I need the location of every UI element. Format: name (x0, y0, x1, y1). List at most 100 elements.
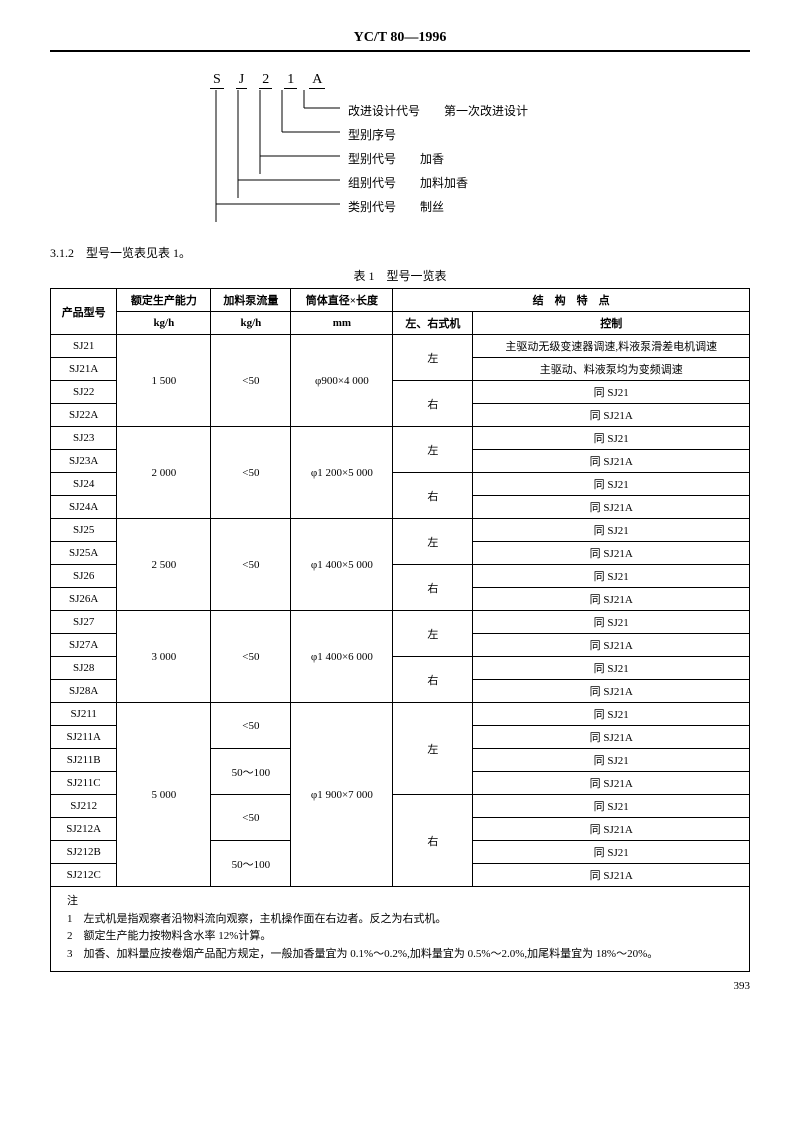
th-flow: 加料泵流量 (211, 289, 291, 312)
cell: SJ25 (51, 519, 117, 542)
cell: 50～100 (211, 841, 291, 887)
cell: SJ22 (51, 381, 117, 404)
cell: SJ28A (51, 680, 117, 703)
cell: SJ212 (51, 795, 117, 818)
table-title: 表 1 型号一览表 (50, 267, 750, 284)
page-number: 393 (50, 980, 750, 992)
diagram-label: 改进设计代号 第一次改进设计 (348, 102, 528, 119)
cell: 左 (393, 703, 473, 795)
cell: <50 (211, 611, 291, 703)
th-flow-u: kg/h (211, 312, 291, 335)
cell: 同 SJ21 (473, 611, 750, 634)
code-letter: 1 (284, 72, 297, 89)
cell: SJ26 (51, 565, 117, 588)
table-row: SJ2115 000<50φ1 900×7 000左同 SJ21 (51, 703, 750, 726)
cell: 主驱动无级变速器调速,料液泵滑差电机调速 (473, 335, 750, 358)
cell: 主驱动、料液泵均为变频调速 (473, 358, 750, 381)
cell: 同 SJ21 (473, 565, 750, 588)
cell: 2 500 (117, 519, 211, 611)
cell: SJ211 (51, 703, 117, 726)
cell: 左 (393, 427, 473, 473)
cell: 同 SJ21A (473, 496, 750, 519)
cell: 1 500 (117, 335, 211, 427)
code-letter: A (309, 72, 325, 89)
cell: SJ23 (51, 427, 117, 450)
section-text: 3.1.2 型号一览表见表 1。 (50, 244, 750, 261)
cell: 3 000 (117, 611, 211, 703)
doc-header: YC/T 80—1996 (50, 30, 750, 52)
cell: 5 000 (117, 703, 211, 887)
cell: 50～100 (211, 749, 291, 795)
cell: <50 (211, 427, 291, 519)
cell: SJ211C (51, 772, 117, 795)
cell: 同 SJ21A (473, 404, 750, 427)
cell: 同 SJ21 (473, 749, 750, 772)
cell: 同 SJ21A (473, 634, 750, 657)
cell: 同 SJ21A (473, 772, 750, 795)
table-row: SJ211 500<50φ900×4 000左主驱动无级变速器调速,料液泵滑差电… (51, 335, 750, 358)
cell: φ1 400×5 000 (291, 519, 393, 611)
cell: 左 (393, 335, 473, 381)
diagram-label: 型别序号 (348, 126, 396, 143)
code-diagram: SJ21A 改进设计代号 第一次改进设计型别序号型别代号 加香组别代号 加料加香… (210, 72, 750, 232)
cell: 同 SJ21 (473, 841, 750, 864)
cell: <50 (211, 703, 291, 749)
cell: 同 SJ21A (473, 542, 750, 565)
model-table: 产品型号 额定生产能力 加料泵流量 筒体直径×长度 结 构 特 点 kg/h k… (50, 288, 750, 887)
th-struct: 结 构 特 点 (393, 289, 750, 312)
cell: 右 (393, 381, 473, 427)
th-cap-u: kg/h (117, 312, 211, 335)
cell: SJ28 (51, 657, 117, 680)
th-model: 产品型号 (51, 289, 117, 335)
cell: 左 (393, 519, 473, 565)
cell: 同 SJ21 (473, 795, 750, 818)
diagram-label: 组别代号 加料加香 (348, 174, 468, 191)
notes-title: 注 (67, 893, 739, 911)
cell: SJ211A (51, 726, 117, 749)
cell: SJ23A (51, 450, 117, 473)
notes-box: 注 1 左式机是指观察者沿物料流向观察，主机操作面在右边者。反之为右式机。2 额… (50, 887, 750, 972)
cell: 同 SJ21 (473, 657, 750, 680)
code-letter: 2 (259, 72, 272, 89)
table-row: SJ252 500<50φ1 400×5 000左同 SJ21 (51, 519, 750, 542)
cell: 同 SJ21A (473, 864, 750, 887)
cell: SJ212A (51, 818, 117, 841)
note-item: 3 加香、加料量应按卷烟产品配方规定，一般加香量宜为 0.1%～0.2%,加料量… (79, 946, 739, 964)
diagram-label: 型别代号 加香 (348, 150, 444, 167)
cell: <50 (211, 335, 291, 427)
diagram-label: 类别代号 制丝 (348, 198, 444, 215)
table-row: SJ273 000<50φ1 400×6 000左同 SJ21 (51, 611, 750, 634)
th-ctrl: 控制 (473, 312, 750, 335)
note-item: 1 左式机是指观察者沿物料流向观察，主机操作面在右边者。反之为右式机。 (79, 911, 739, 929)
cell: 同 SJ21 (473, 427, 750, 450)
cell: SJ27A (51, 634, 117, 657)
code-letter: J (236, 72, 247, 89)
cell: 同 SJ21A (473, 450, 750, 473)
cell: 同 SJ21A (473, 680, 750, 703)
cell: φ900×4 000 (291, 335, 393, 427)
cell: 同 SJ21A (473, 588, 750, 611)
cell: φ1 900×7 000 (291, 703, 393, 887)
cell: 同 SJ21 (473, 473, 750, 496)
cell: SJ24 (51, 473, 117, 496)
cell: 左 (393, 611, 473, 657)
cell: 同 SJ21 (473, 519, 750, 542)
cell: <50 (211, 519, 291, 611)
th-side: 左、右式机 (393, 312, 473, 335)
cell: SJ212B (51, 841, 117, 864)
th-cap: 额定生产能力 (117, 289, 211, 312)
cell: 同 SJ21 (473, 381, 750, 404)
cell: SJ211B (51, 749, 117, 772)
cell: SJ24A (51, 496, 117, 519)
code-letter: S (210, 72, 224, 89)
cell: 2 000 (117, 427, 211, 519)
cell: SJ212C (51, 864, 117, 887)
cell: SJ22A (51, 404, 117, 427)
cell: <50 (211, 795, 291, 841)
cell: φ1 200×5 000 (291, 427, 393, 519)
cell: 同 SJ21A (473, 818, 750, 841)
cell: 同 SJ21A (473, 726, 750, 749)
cell: SJ21A (51, 358, 117, 381)
cell: 右 (393, 565, 473, 611)
cell: φ1 400×6 000 (291, 611, 393, 703)
